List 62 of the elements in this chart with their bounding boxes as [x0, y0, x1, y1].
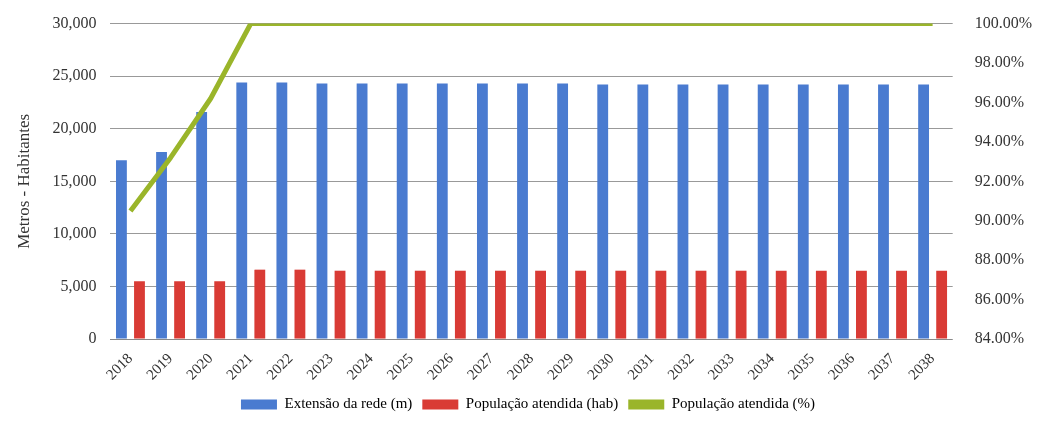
bar — [878, 84, 889, 339]
y2-tick-label: 86.00% — [974, 289, 1024, 307]
bar — [294, 269, 306, 339]
bar — [316, 83, 328, 339]
bar — [454, 270, 466, 339]
y2-tick-label: 100.00% — [974, 13, 1032, 31]
bar — [557, 83, 569, 339]
y-tick-label: 10,000 — [52, 224, 97, 242]
bar — [597, 84, 609, 339]
y-tick-label: 30,000 — [52, 13, 97, 31]
bar — [476, 83, 488, 339]
y-tick-label: 5,000 — [60, 276, 97, 294]
bar — [837, 84, 849, 339]
y2-tick-label: 90.00% — [974, 210, 1024, 228]
bar — [396, 83, 408, 339]
bar — [735, 270, 747, 339]
bar — [815, 270, 827, 339]
y2-tick-label: 88.00% — [974, 250, 1024, 268]
bar — [414, 270, 426, 339]
bar — [717, 84, 729, 339]
bar — [797, 84, 809, 339]
bar — [236, 82, 248, 339]
y-tick-label: 25,000 — [52, 66, 97, 84]
bar — [575, 270, 587, 339]
bar — [637, 84, 649, 339]
y2-tick-label: 92.00% — [974, 171, 1024, 189]
bar — [517, 83, 528, 339]
bar — [254, 269, 266, 339]
bar — [896, 270, 907, 339]
bar — [856, 270, 867, 339]
bar — [495, 270, 506, 339]
bar — [655, 270, 667, 339]
legend-label: Extensão da rede (m) — [284, 395, 413, 413]
legend-label: População atendida (%) — [671, 395, 816, 413]
bar — [334, 270, 346, 339]
y-tick-label: 0 — [88, 329, 97, 347]
bar — [356, 83, 368, 339]
bar — [936, 270, 948, 339]
bar — [156, 151, 167, 339]
y2-tick-label: 98.00% — [974, 53, 1024, 71]
bar — [918, 84, 930, 339]
bar — [695, 270, 707, 339]
bar — [436, 83, 448, 339]
y2-tick-label: 96.00% — [974, 92, 1024, 110]
bar — [535, 270, 546, 339]
y-tick-label: 15,000 — [52, 171, 97, 189]
y2-tick-label: 84.00% — [974, 329, 1024, 347]
y-axis-title: Metros - Habitantes — [13, 113, 33, 249]
bar — [775, 270, 787, 339]
bar — [374, 270, 386, 339]
y-tick-label: 20,000 — [52, 118, 97, 136]
bar — [615, 270, 627, 339]
bar — [276, 82, 288, 339]
bar — [214, 281, 226, 339]
bar — [174, 281, 185, 339]
legend-label: População atendida (hab) — [465, 395, 619, 413]
bar — [116, 160, 127, 339]
y2-tick-label: 94.00% — [974, 132, 1024, 150]
bar — [196, 111, 208, 339]
bar — [757, 84, 769, 339]
bar — [134, 281, 145, 339]
bar — [677, 84, 689, 339]
